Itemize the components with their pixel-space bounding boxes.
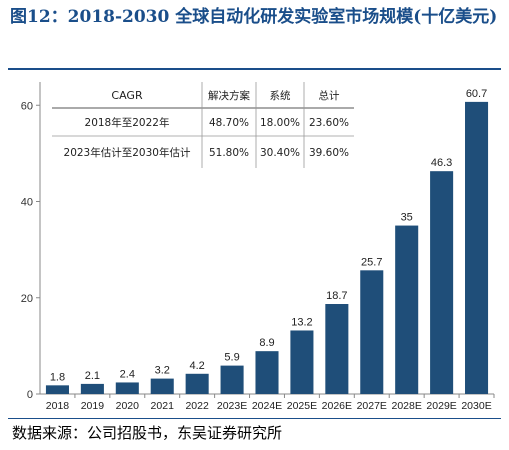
data-label: 1.8 <box>50 371 65 383</box>
data-label: 60.7 <box>466 88 487 100</box>
bar <box>45 385 69 394</box>
data-label: 5.9 <box>224 352 239 364</box>
y-tick-label: 0 <box>27 389 33 401</box>
data-label: 18.7 <box>326 290 347 302</box>
y-tick-label: 60 <box>21 100 33 112</box>
x-tick-label: 2024E <box>252 400 282 412</box>
bar <box>185 373 209 394</box>
chart-axes: 0 20 40 60 2018 2019 2020 2021 2022 2023E 2024E 202… <box>21 82 495 412</box>
bar-chart: 0 20 40 60 2018 2019 2020 2021 2022 2023E 2024E 202… <box>21 82 495 412</box>
bar <box>255 351 279 394</box>
data-label: 8.9 <box>259 337 274 349</box>
bar <box>220 365 244 394</box>
table-cell: 51.80% <box>209 147 249 159</box>
bar <box>80 383 104 394</box>
data-label: 2.4 <box>120 368 135 380</box>
chart-bars: 1.8 2.1 2.4 3.2 4.2 5.9 8.9 13.2 18.7 25.7 35 46.3 6… <box>45 88 489 394</box>
table-header: 解决方案 <box>208 89 250 102</box>
y-tick-label: 40 <box>21 197 33 209</box>
data-label: 46.3 <box>431 157 452 169</box>
x-tick-label: 2028E <box>392 400 422 412</box>
chart-title: 图12：2018-2030 全球自动化研发实验室市场规模(十亿美元) <box>10 7 498 27</box>
bar <box>465 101 489 394</box>
x-tick-label: 2018 <box>46 400 70 412</box>
data-label: 3.2 <box>155 365 170 377</box>
data-label: 35 <box>401 212 413 224</box>
x-tick-label: 2023E <box>217 400 247 412</box>
data-label: 2.1 <box>85 370 100 382</box>
x-tick-label: 2025E <box>287 400 317 412</box>
table-cell: 2018年至2022年 <box>85 116 170 129</box>
table-header: CAGR <box>111 89 143 102</box>
table-cell: 2023年估计至2030年估计 <box>64 146 191 159</box>
x-tick-label: 2022 <box>185 400 209 412</box>
bar <box>430 171 454 394</box>
data-label: 25.7 <box>361 256 382 268</box>
data-label: 13.2 <box>291 316 312 328</box>
x-tick-label: 2026E <box>322 400 352 412</box>
y-tick-label: 20 <box>21 293 33 305</box>
data-label: 4.2 <box>190 360 205 372</box>
table-cell: 23.60% <box>309 117 349 129</box>
cagr-table: CAGR 解决方案 系统 总计 2018年至2022年 48.70% 18.00% 23.60… <box>52 82 354 168</box>
title-divider <box>8 68 501 70</box>
x-tick-label: 2030E <box>461 400 491 412</box>
table-cell: 18.00% <box>260 117 300 129</box>
x-tick-label: 2027E <box>357 400 387 412</box>
table-header: 总计 <box>319 89 340 102</box>
bar <box>360 270 384 394</box>
source-note: 数据来源：公司招股书，东吴证券研究所 <box>12 424 283 442</box>
bar <box>290 330 314 394</box>
table-cell: 39.60% <box>309 147 349 159</box>
table-cell: 48.70% <box>209 117 249 129</box>
x-tick-label: 2020 <box>116 400 140 412</box>
table-cell: 30.40% <box>260 147 300 159</box>
table-header: 系统 <box>270 89 291 102</box>
x-tick-label: 2029E <box>426 400 456 412</box>
bar <box>395 225 419 394</box>
x-tick-label: 2021 <box>151 400 175 412</box>
bar <box>325 304 349 394</box>
footer-divider <box>8 418 501 419</box>
bar <box>115 382 139 394</box>
bar <box>150 378 174 394</box>
x-tick-label: 2019 <box>81 400 105 412</box>
